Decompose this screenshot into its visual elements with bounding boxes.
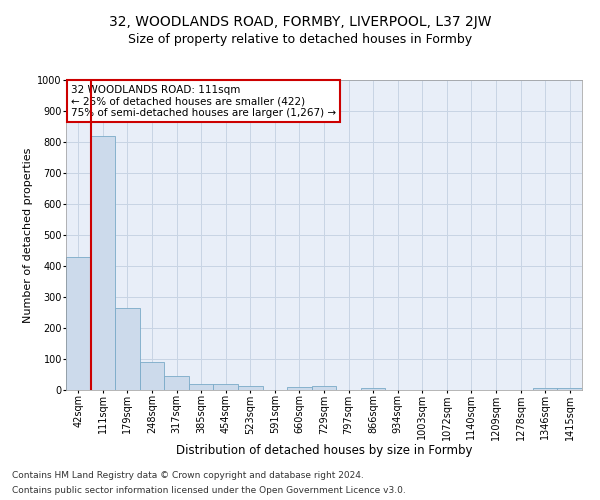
Bar — [287, 387, 312, 390]
Text: 32 WOODLANDS ROAD: 111sqm
← 25% of detached houses are smaller (422)
75% of semi: 32 WOODLANDS ROAD: 111sqm ← 25% of detac… — [71, 84, 336, 118]
Text: 32, WOODLANDS ROAD, FORMBY, LIVERPOOL, L37 2JW: 32, WOODLANDS ROAD, FORMBY, LIVERPOOL, L… — [109, 15, 491, 29]
Bar — [533, 388, 557, 390]
Y-axis label: Number of detached properties: Number of detached properties — [23, 148, 33, 322]
Bar — [189, 384, 214, 390]
Bar — [66, 256, 91, 390]
Bar — [140, 362, 164, 390]
Bar — [557, 388, 582, 390]
Text: Contains public sector information licensed under the Open Government Licence v3: Contains public sector information licen… — [12, 486, 406, 495]
Bar — [361, 388, 385, 390]
Bar — [312, 386, 336, 390]
Text: Size of property relative to detached houses in Formby: Size of property relative to detached ho… — [128, 32, 472, 46]
Bar — [238, 386, 263, 390]
Bar — [115, 308, 140, 390]
Bar — [214, 384, 238, 390]
Bar — [91, 136, 115, 390]
X-axis label: Distribution of detached houses by size in Formby: Distribution of detached houses by size … — [176, 444, 472, 457]
Bar — [164, 376, 189, 390]
Text: Contains HM Land Registry data © Crown copyright and database right 2024.: Contains HM Land Registry data © Crown c… — [12, 471, 364, 480]
